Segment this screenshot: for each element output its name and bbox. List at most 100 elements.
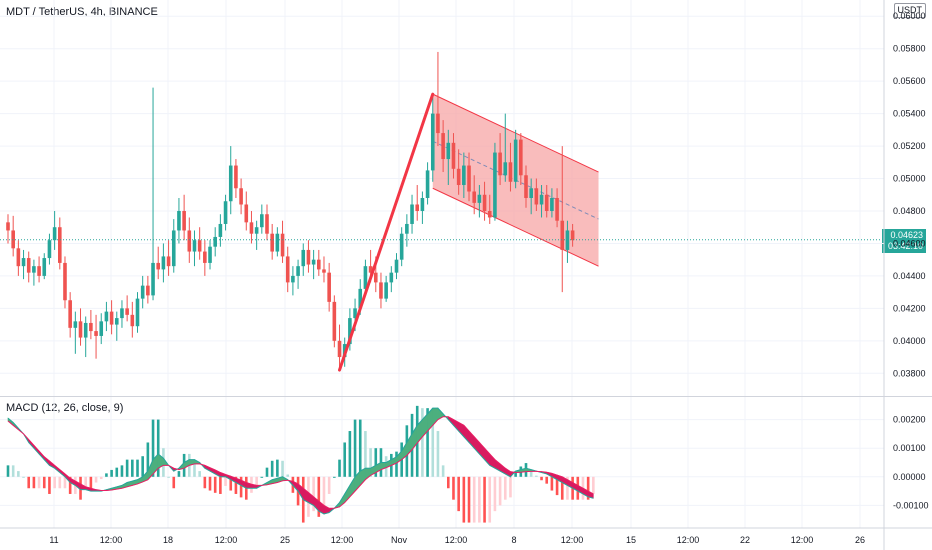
candle-body	[534, 188, 539, 205]
candle	[171, 219, 176, 273]
macd-histogram-bar	[540, 476, 543, 481]
macd-histogram-bar	[488, 476, 492, 523]
macd-histogram-bar	[281, 460, 284, 477]
candle	[265, 204, 269, 241]
macd-histogram-bar	[146, 442, 150, 477]
macd-histogram-bar	[11, 465, 15, 477]
candle-body	[348, 318, 352, 345]
time-tick-label: 18	[163, 535, 173, 545]
candle-body	[353, 308, 357, 319]
candle-body	[120, 308, 124, 319]
candle-body	[296, 266, 300, 276]
price-tick-label: 0.05600	[893, 76, 926, 86]
candle	[285, 246, 290, 293]
macd-histogram-bar	[550, 476, 554, 491]
price-tick-label: 0.05200	[893, 141, 926, 151]
macd-histogram-bar	[53, 476, 56, 489]
candle-body	[223, 201, 228, 224]
candle	[539, 185, 544, 218]
candle	[451, 133, 456, 179]
macd-histogram-bar	[276, 459, 279, 477]
candle-body	[21, 258, 26, 267]
candle	[63, 256, 67, 309]
candle	[260, 204, 264, 234]
candle-body	[83, 322, 88, 338]
candle-body	[228, 165, 233, 202]
candle	[441, 120, 445, 173]
macd-histogram-bar	[125, 459, 129, 477]
macd-histogram-bar	[260, 476, 264, 478]
macd-histogram-bar	[348, 431, 352, 477]
signal-line	[7, 416, 594, 509]
candle	[228, 146, 233, 215]
candle-body	[270, 233, 274, 252]
macd-histogram-bar	[89, 476, 93, 489]
macd-histogram-bar	[421, 408, 424, 477]
macd-histogram-bar	[286, 474, 290, 477]
candle-body	[244, 204, 249, 223]
macd-histogram-bar	[17, 471, 20, 477]
macd-histogram-bar	[94, 476, 98, 483]
candle-body	[11, 230, 15, 249]
candle-body	[363, 266, 368, 289]
candle-body	[197, 240, 202, 252]
macd-indicator-label[interactable]: MACD (12, 26, close, 9)	[6, 402, 124, 414]
macd-histogram-bar	[167, 476, 170, 478]
candle-body	[26, 258, 31, 273]
macd-histogram-bar	[483, 476, 486, 523]
macd-histogram-bar	[68, 476, 72, 494]
candle-body	[99, 321, 104, 336]
candle	[462, 152, 466, 198]
macd-histogram-bar	[27, 476, 31, 489]
drawings[interactable]	[0, 92, 884, 372]
macd-histogram-bar	[374, 448, 378, 477]
candle	[560, 146, 565, 293]
macd-histogram-bar	[37, 476, 41, 489]
candle	[467, 152, 471, 202]
candle	[508, 142, 513, 192]
candle-body	[482, 194, 487, 211]
candle-body	[539, 194, 544, 205]
candle-body	[405, 223, 409, 234]
macd-histogram-bar	[560, 476, 564, 500]
macd-tick-label: 0.00100	[893, 443, 926, 453]
macd-histogram-bar	[586, 476, 590, 500]
macd-tick-label: 0.00000	[893, 472, 926, 482]
macd-histogram-bar	[32, 476, 36, 489]
candle-body	[275, 233, 280, 252]
candle	[534, 178, 539, 211]
candle-body	[37, 266, 41, 276]
price-tick-label: 0.04000	[893, 336, 926, 346]
candle	[208, 240, 212, 270]
time-tick-label: 12:00	[445, 535, 468, 545]
candle-body	[109, 311, 114, 325]
currency-unit-badge[interactable]: USDT	[893, 3, 926, 18]
macd-histogram-bar	[566, 476, 569, 500]
candle	[109, 300, 114, 335]
candle-body	[156, 262, 161, 270]
macd-histogram-bar	[358, 419, 362, 477]
macd-tick-label: -0.00100	[893, 500, 929, 510]
candle-body	[114, 318, 119, 325]
candle-body	[42, 258, 47, 276]
macd-histogram-bar	[555, 476, 559, 496]
candle-body	[171, 230, 176, 267]
price-tick-label: 0.04200	[893, 303, 926, 313]
candle	[120, 300, 124, 328]
candle-body	[203, 251, 207, 263]
candle	[519, 133, 523, 186]
candle-body	[161, 256, 166, 270]
candle	[197, 227, 202, 260]
candle-body	[187, 230, 192, 252]
candle-body	[399, 233, 404, 260]
macd-histogram-bar	[503, 476, 507, 500]
candle-body	[327, 272, 331, 302]
candle-body	[249, 222, 254, 234]
candle-body	[166, 256, 171, 267]
macd-histogram-bar	[462, 476, 466, 523]
macd-histogram-bar	[270, 460, 274, 477]
candle-body	[58, 227, 62, 263]
macd-histogram-bar	[265, 467, 269, 477]
time-tick-label: 11	[49, 535, 58, 545]
